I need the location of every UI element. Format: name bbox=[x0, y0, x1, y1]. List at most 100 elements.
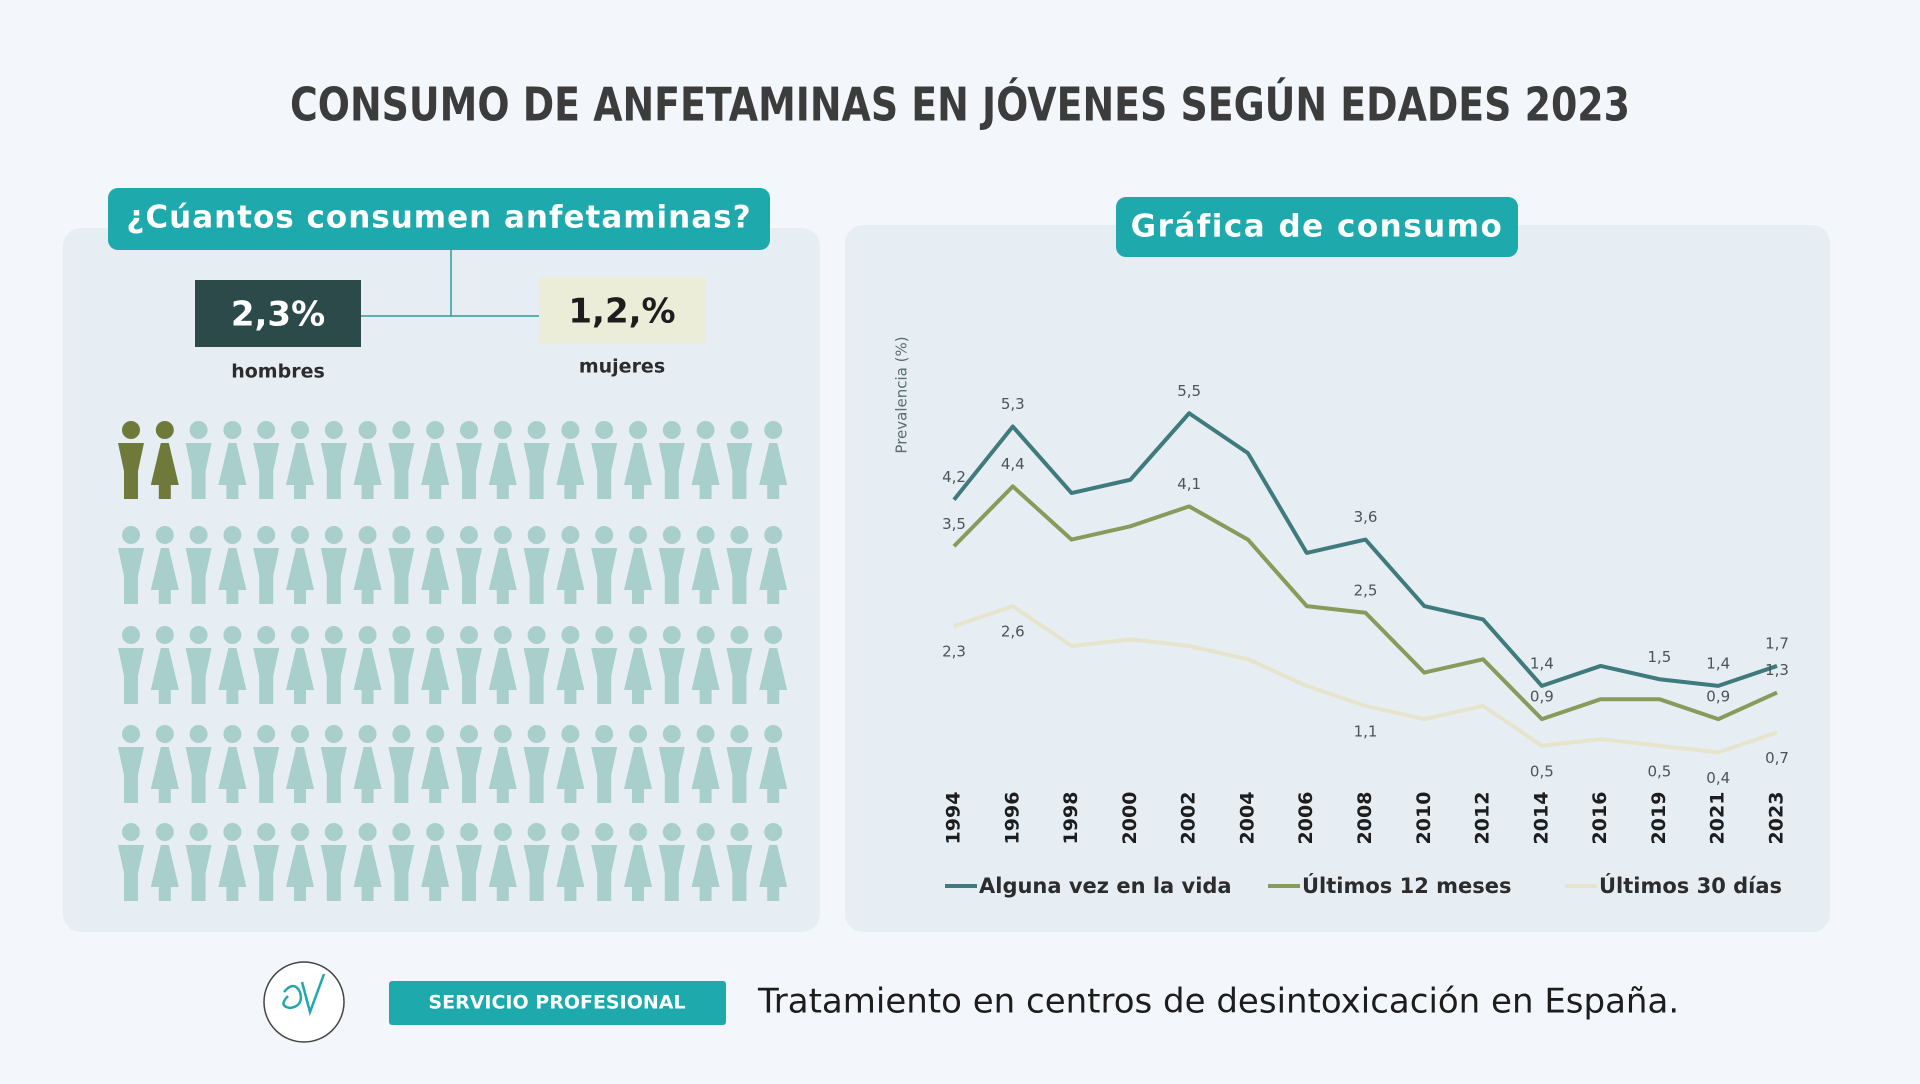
person-head bbox=[696, 526, 715, 544]
left-heading-pill bbox=[108, 188, 770, 250]
person-head bbox=[493, 526, 512, 544]
person-icon bbox=[185, 823, 212, 901]
person-head bbox=[493, 626, 512, 644]
x-tick-label: 2002 bbox=[1178, 792, 1200, 845]
person-head bbox=[257, 526, 276, 544]
person-icon bbox=[691, 526, 720, 604]
person-icon bbox=[488, 725, 517, 803]
person-icon bbox=[556, 823, 585, 901]
person-body bbox=[320, 548, 347, 604]
person-head bbox=[527, 626, 546, 644]
legend-label: Últimos 30 días bbox=[1599, 873, 1782, 898]
person-body bbox=[218, 548, 247, 604]
person-head bbox=[291, 526, 309, 544]
data-label: 1,1 bbox=[1354, 722, 1378, 740]
person-body bbox=[556, 747, 585, 803]
person-head bbox=[358, 421, 377, 439]
person-head bbox=[764, 626, 783, 644]
x-tick-label: 2004 bbox=[1236, 792, 1258, 845]
x-tick-label: 2019 bbox=[1648, 792, 1670, 845]
person-head bbox=[291, 823, 309, 841]
person-head bbox=[122, 823, 140, 841]
person-body bbox=[253, 443, 280, 499]
person-body bbox=[185, 747, 212, 803]
person-body bbox=[118, 443, 144, 499]
person-icon bbox=[118, 823, 144, 901]
person-body bbox=[556, 648, 585, 704]
person-head bbox=[189, 626, 208, 644]
person-head bbox=[257, 626, 276, 644]
person-head bbox=[324, 823, 343, 841]
person-body bbox=[218, 747, 247, 803]
person-head bbox=[662, 421, 681, 439]
person-head bbox=[527, 526, 546, 544]
person-body bbox=[150, 443, 179, 499]
person-body bbox=[591, 443, 618, 499]
person-head bbox=[324, 725, 343, 743]
person-body bbox=[759, 443, 788, 499]
person-icon bbox=[726, 526, 753, 604]
person-body bbox=[286, 548, 314, 604]
person-icon bbox=[456, 526, 482, 604]
data-label: 5,5 bbox=[1177, 382, 1201, 400]
person-head bbox=[696, 823, 715, 841]
person-head bbox=[324, 626, 343, 644]
person-icon bbox=[421, 421, 450, 499]
person-icon bbox=[726, 626, 753, 704]
person-body bbox=[456, 747, 482, 803]
person-head bbox=[291, 725, 309, 743]
person-icon bbox=[624, 823, 652, 901]
person-body bbox=[523, 845, 550, 901]
x-tick-label: 2010 bbox=[1413, 792, 1435, 845]
data-label: 0,7 bbox=[1765, 749, 1789, 767]
person-icon bbox=[591, 526, 618, 604]
person-head bbox=[493, 725, 512, 743]
person-body bbox=[556, 845, 585, 901]
person-body bbox=[218, 648, 247, 704]
person-body bbox=[624, 845, 652, 901]
person-head bbox=[493, 421, 512, 439]
person-body bbox=[118, 747, 144, 803]
person-icon bbox=[320, 526, 347, 604]
person-head bbox=[358, 725, 377, 743]
data-label: 1,4 bbox=[1530, 654, 1554, 672]
data-label: 1,5 bbox=[1647, 648, 1671, 666]
person-icon bbox=[658, 725, 685, 803]
person-body bbox=[591, 548, 618, 604]
person-head bbox=[122, 626, 140, 644]
person-body bbox=[218, 443, 247, 499]
person-body bbox=[759, 747, 788, 803]
person-head bbox=[291, 421, 309, 439]
person-icon bbox=[320, 626, 347, 704]
person-head bbox=[392, 626, 411, 644]
person-head bbox=[155, 626, 174, 644]
person-head bbox=[426, 421, 445, 439]
person-body bbox=[421, 548, 450, 604]
person-body bbox=[421, 443, 450, 499]
stat-value: 1,2,% bbox=[568, 292, 675, 332]
person-body bbox=[353, 443, 382, 499]
person-head bbox=[595, 526, 614, 544]
person-head bbox=[460, 421, 478, 439]
person-head bbox=[595, 626, 614, 644]
person-body bbox=[421, 845, 450, 901]
person-icon bbox=[624, 725, 652, 803]
person-icon bbox=[253, 526, 280, 604]
person-head bbox=[155, 823, 174, 841]
person-head bbox=[392, 725, 411, 743]
person-head bbox=[392, 823, 411, 841]
person-body bbox=[691, 747, 720, 803]
person-icon bbox=[388, 526, 415, 604]
person-icon bbox=[691, 421, 720, 499]
series-line bbox=[952, 411, 1778, 688]
person-body bbox=[726, 747, 753, 803]
person-head bbox=[696, 626, 715, 644]
person-head bbox=[595, 421, 614, 439]
x-tick-label: 1998 bbox=[1060, 792, 1082, 845]
person-head bbox=[629, 725, 647, 743]
person-body bbox=[624, 648, 652, 704]
person-body bbox=[320, 845, 347, 901]
person-body bbox=[624, 548, 652, 604]
x-tick-label: 1996 bbox=[1001, 792, 1023, 845]
person-icon bbox=[658, 823, 685, 901]
